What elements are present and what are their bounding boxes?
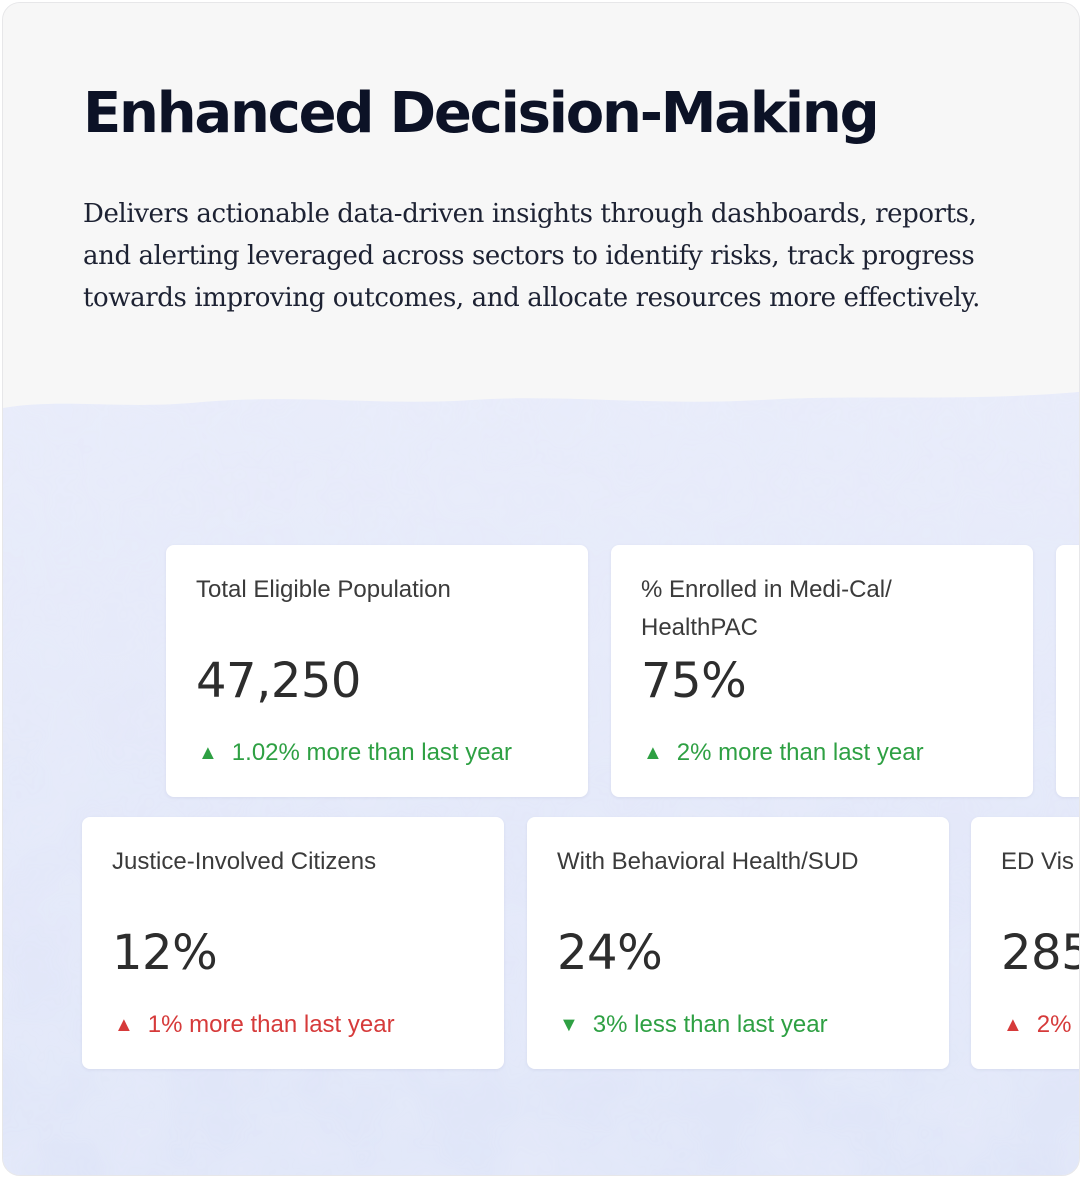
page-title: Enhanced Decision-Making xyxy=(83,81,880,146)
header-section: Enhanced Decision-Making Delivers action… xyxy=(3,3,1079,423)
metric-change: ▲ 2% more than last year xyxy=(643,739,924,767)
metric-value: 47,250 xyxy=(196,653,361,709)
metric-label: % Enrolled in Medi-Cal/ HealthPAC xyxy=(641,576,892,641)
metric-card-enrolled: % Enrolled in Medi-Cal/ HealthPAC 75% ▲ … xyxy=(611,545,1033,797)
triangle-down-icon: ▼ xyxy=(559,1013,579,1036)
metric-change-text: 2% xyxy=(1036,1011,1072,1038)
triangle-up-icon: ▲ xyxy=(1003,1013,1023,1036)
metric-value: 12% xyxy=(112,925,218,981)
metric-label: With Behavioral Health/SUD xyxy=(557,848,859,875)
metric-label: Total Eligible Population xyxy=(196,576,451,603)
metric-card-behavioral-health: With Behavioral Health/SUD 24% ▼ 3% less… xyxy=(527,817,949,1069)
metric-label: Justice-Involved Citizens xyxy=(112,848,377,875)
metric-change-text: 1.02% more than last year xyxy=(231,739,512,766)
metric-card-row1-cutoff xyxy=(1056,545,1079,797)
metric-card-justice-involved: Justice-Involved Citizens 12% ▲ 1% more … xyxy=(82,817,504,1069)
triangle-up-icon: ▲ xyxy=(114,1013,134,1036)
metric-value: 24% xyxy=(557,925,663,981)
metric-change: ▼ 3% less than last year xyxy=(559,1011,828,1039)
triangle-up-icon: ▲ xyxy=(643,741,663,764)
metric-change-text: 2% more than last year xyxy=(676,739,924,766)
metric-change: ▲ 1.02% more than last year xyxy=(198,739,512,767)
page-description: Delivers actionable data-driven insights… xyxy=(83,199,980,313)
metric-value: 75% xyxy=(641,653,747,709)
metric-change: ▲ 2% xyxy=(1003,1011,1071,1039)
metric-change-text: 3% less than last year xyxy=(592,1011,828,1038)
metric-change: ▲ 1% more than last year xyxy=(114,1011,395,1039)
triangle-up-icon: ▲ xyxy=(198,741,218,764)
metric-card-total-eligible: Total Eligible Population 47,250 ▲ 1.02%… xyxy=(166,545,588,797)
metric-value: 285 xyxy=(1001,925,1079,981)
metric-label: ED Vis xyxy=(1001,848,1074,875)
metric-card-ed-visits: ED Vis 285 ▲ 2% xyxy=(971,817,1079,1069)
metric-change-text: 1% more than last year xyxy=(147,1011,395,1038)
